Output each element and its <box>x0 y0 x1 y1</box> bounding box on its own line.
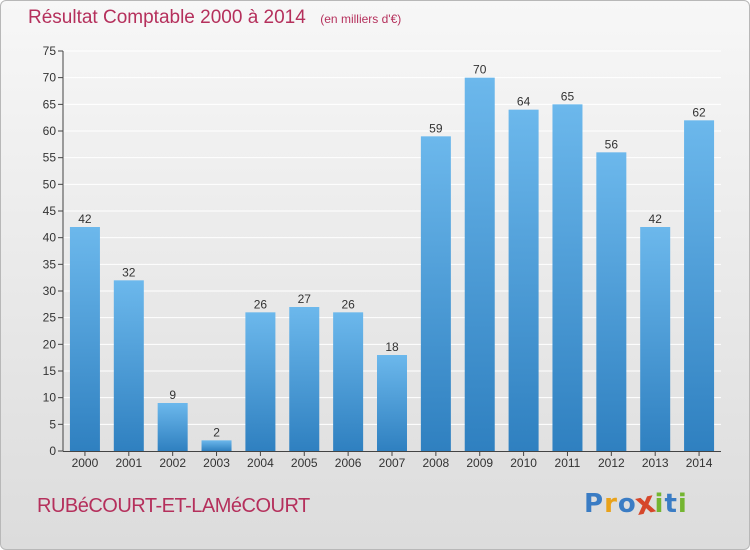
y-tick-label: 5 <box>49 417 56 431</box>
value-label-2003: 2 <box>213 425 220 439</box>
x-tick-label-2008: 2008 <box>423 456 450 470</box>
commune-name: RUBéCOURT-ET-LAMéCOURT <box>37 495 310 517</box>
bar-2009 <box>464 77 495 452</box>
logo-letter: r <box>604 489 618 519</box>
value-label-2009: 70 <box>473 63 487 77</box>
y-tick-label: 75 <box>43 44 57 58</box>
chart-subtitle: (en milliers d'€) <box>320 12 402 26</box>
x-tick-label-2011: 2011 <box>555 456 581 470</box>
value-label-2010: 64 <box>517 95 531 109</box>
y-tick-label: 45 <box>43 204 57 218</box>
bar-2000 <box>69 227 100 451</box>
y-tick-label: 10 <box>43 391 57 405</box>
logo-letter: i <box>654 489 665 519</box>
y-tick-label: 50 <box>43 177 57 191</box>
logo-letter: P <box>584 489 605 519</box>
x-tick-label-2013: 2013 <box>642 456 669 470</box>
label-layer: 0 5 10 15 20 25 30 35 40 45 50 55 60 65 70 75 42 2000 32 20… <box>43 44 713 470</box>
value-label-2013: 42 <box>649 212 663 226</box>
bar-2002 <box>157 403 188 451</box>
y-tick-label: 20 <box>43 337 57 351</box>
y-tick-label: 35 <box>43 257 57 271</box>
axis-layer <box>58 50 721 456</box>
x-tick-label-2010: 2010 <box>510 456 537 470</box>
bar-2006 <box>333 312 364 451</box>
bar-2008 <box>420 136 451 452</box>
value-label-2000: 42 <box>78 212 92 226</box>
value-label-2006: 26 <box>341 297 355 311</box>
value-label-2004: 26 <box>254 297 268 311</box>
logo-letter: i <box>677 489 688 519</box>
x-tick-label-2001: 2001 <box>115 456 142 470</box>
logo-letter: o <box>617 489 637 519</box>
bar-layer <box>69 77 715 452</box>
bar-2005 <box>289 307 320 451</box>
y-tick-label: 0 <box>49 444 56 458</box>
bar-2012 <box>596 152 627 452</box>
y-tick-label: 65 <box>43 97 57 111</box>
value-label-2014: 62 <box>692 105 706 119</box>
value-label-2012: 56 <box>605 137 619 151</box>
x-tick-label-2007: 2007 <box>379 456 406 470</box>
x-tick-label-2005: 2005 <box>291 456 318 470</box>
value-label-2007: 18 <box>385 340 399 354</box>
x-tick-label-2012: 2012 <box>598 456 625 470</box>
bar-2010 <box>508 109 539 452</box>
y-tick-label: 30 <box>43 284 57 298</box>
bar-2013 <box>640 227 671 451</box>
x-tick-label-2009: 2009 <box>466 456 493 470</box>
bar-2001 <box>113 280 144 451</box>
x-tick-label-2006: 2006 <box>335 456 362 470</box>
x-tick-label-2003: 2003 <box>203 456 230 470</box>
x-tick-label-2014: 2014 <box>686 456 713 470</box>
y-tick-label: 40 <box>43 231 57 245</box>
x-tick-label-2002: 2002 <box>159 456 186 470</box>
chart-title: Résultat Comptable 2000 à 2014 <box>28 7 306 28</box>
x-tick-label-2004: 2004 <box>247 456 274 470</box>
y-tick-label: 60 <box>43 124 57 138</box>
bar-2004 <box>245 312 276 451</box>
bar-2014 <box>684 120 715 451</box>
y-tick-label: 70 <box>43 71 57 85</box>
y-tick-label: 55 <box>43 151 57 165</box>
bar-2007 <box>377 355 407 451</box>
value-label-2001: 32 <box>122 265 136 279</box>
proxiti-logo: Proxiti <box>584 485 688 523</box>
x-tick-label-2000: 2000 <box>72 456 99 470</box>
value-label-2011: 65 <box>561 89 575 103</box>
y-tick-label: 25 <box>43 311 57 325</box>
value-label-2008: 59 <box>429 121 443 135</box>
value-label-2002: 9 <box>169 388 176 402</box>
logo-letter: t <box>664 489 678 519</box>
bar-2003 <box>201 440 232 451</box>
value-label-2005: 27 <box>298 292 312 306</box>
y-tick-label: 15 <box>43 364 57 378</box>
title-row: Résultat Comptable 2000 à 2014 (en milli… <box>28 7 401 29</box>
bar-2011 <box>552 104 583 451</box>
